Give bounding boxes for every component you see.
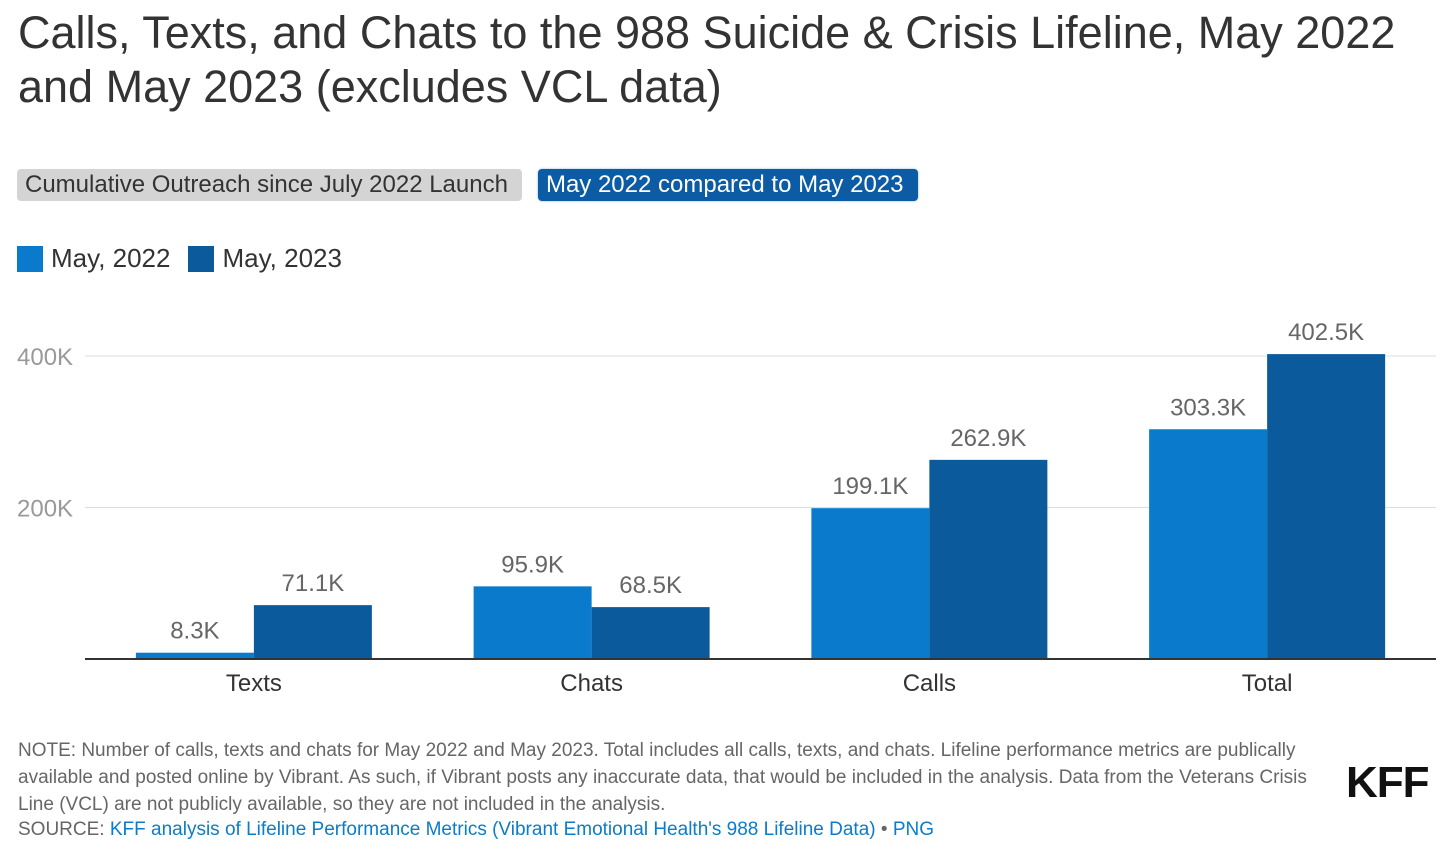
png-download-link[interactable]: PNG xyxy=(892,819,934,840)
legend-label-may-2022: May, 2022 xyxy=(51,243,171,273)
chart-title: Calls, Texts, and Chats to the 988 Suici… xyxy=(18,7,1396,112)
bar-chart: 200K 400K 8.3K 71.1K Texts 95.9K 68.5K Chats 199… xyxy=(17,319,1436,697)
data-label: 402.5K xyxy=(1288,319,1364,346)
source-link[interactable]: KFF analysis of Lifeline Performance Met… xyxy=(109,819,876,840)
bar xyxy=(1267,354,1386,659)
data-label: 262.9K xyxy=(950,425,1026,452)
chart-note: NOTE: Number of calls, texts and chats f… xyxy=(18,740,1307,815)
data-label: 95.9K xyxy=(501,551,564,578)
data-label: 8.3K xyxy=(170,618,219,645)
legend-label-may-2023: May, 2023 xyxy=(222,243,342,273)
x-tick-label: Chats xyxy=(560,670,623,697)
legend-swatch-may-2022 xyxy=(17,245,43,272)
data-label: 303.3K xyxy=(1170,394,1246,421)
view-tabs: Cumulative Outreach since July 2022 Laun… xyxy=(17,169,918,201)
bar xyxy=(253,605,372,659)
legend-item-may-2023[interactable]: May, 2023 xyxy=(188,243,342,274)
data-label: 68.5K xyxy=(619,572,682,599)
y-tick-label: 400K xyxy=(17,344,73,371)
legend-item-may-2022[interactable]: May, 2022 xyxy=(17,243,170,274)
bar xyxy=(1149,429,1268,659)
bar xyxy=(473,586,592,659)
chart-legend: May, 2022 May, 2023 xyxy=(17,243,360,274)
source-separator: • xyxy=(875,819,893,840)
kff-logo: KFF xyxy=(1346,758,1430,807)
data-label: 199.1K xyxy=(832,473,908,500)
bar xyxy=(135,652,254,659)
bar xyxy=(811,508,930,659)
y-tick-label: 200K xyxy=(17,496,73,523)
chart-source: SOURCE: KFF analysis of Lifeline Perform… xyxy=(18,816,934,843)
tab-may-comparison[interactable]: May 2022 compared to May 2023 xyxy=(537,169,918,201)
source-prefix: SOURCE: xyxy=(18,819,110,840)
x-tick-label: Total xyxy=(1242,670,1293,697)
x-tick-label: Texts xyxy=(226,670,282,697)
bar xyxy=(929,459,1048,659)
data-label: 71.1K xyxy=(282,570,345,597)
legend-swatch-may-2023 xyxy=(188,245,215,272)
tab-cumulative-outreach[interactable]: Cumulative Outreach since July 2022 Laun… xyxy=(17,169,522,201)
bar xyxy=(591,607,710,659)
x-tick-label: Calls xyxy=(903,670,956,697)
